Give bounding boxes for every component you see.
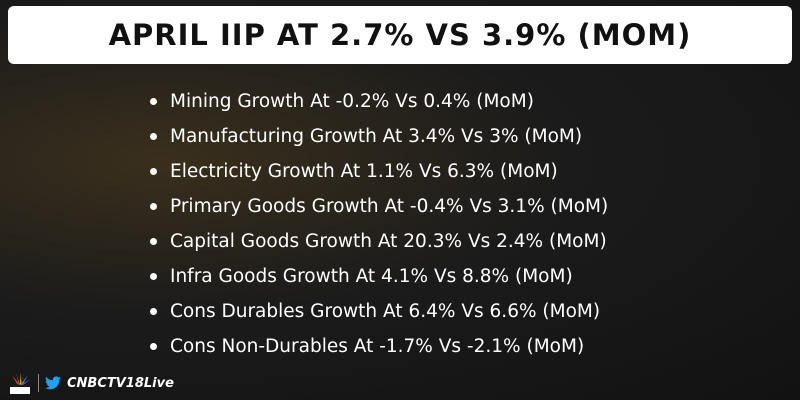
bullet-list: Mining Growth At -0.2% Vs 0.4% (MoM) Manu… — [146, 84, 608, 364]
twitter-icon — [45, 376, 61, 390]
bullet-item: Electricity Growth At 1.1% Vs 6.3% (MoM) — [146, 154, 608, 189]
bullet-item: Mining Growth At -0.2% Vs 0.4% (MoM) — [146, 84, 608, 119]
bullet-item: Cons Non-Durables At -1.7% Vs -2.1% (MoM… — [146, 329, 608, 364]
logo — [10, 372, 31, 394]
title: APRIL IIP AT 2.7% VS 3.9% (MOM) — [108, 18, 692, 52]
bullet-item: Infra Goods Growth At 4.1% Vs 8.8% (MoM) — [146, 259, 608, 294]
handle: CNBCTV18Live — [67, 375, 174, 391]
footer: CNBCTV18Live — [8, 370, 174, 396]
bullet-item: Cons Durables Growth At 6.4% Vs 6.6% (Mo… — [146, 294, 608, 329]
title-box: APRIL IIP AT 2.7% VS 3.9% (MOM) — [8, 6, 792, 64]
bullet-item: Primary Goods Growth At -0.4% Vs 3.1% (M… — [146, 189, 608, 224]
bullet-item: Manufacturing Growth At 3.4% Vs 3% (MoM) — [146, 119, 608, 154]
divider — [38, 374, 39, 392]
bullet-item: Capital Goods Growth At 20.3% Vs 2.4% (M… — [146, 224, 608, 259]
